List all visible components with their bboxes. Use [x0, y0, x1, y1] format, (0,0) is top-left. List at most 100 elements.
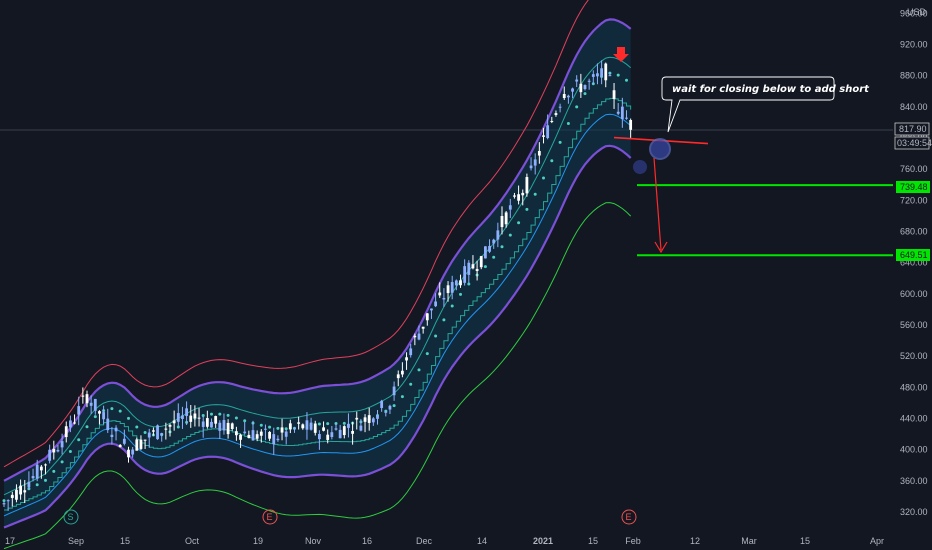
- candle-body: [147, 432, 151, 438]
- candle-body: [56, 449, 60, 452]
- trend-dot: [417, 368, 421, 372]
- candle-body: [2, 503, 6, 505]
- candle-body: [264, 428, 267, 430]
- candle-body: [591, 74, 595, 77]
- x-tick-label: 15: [120, 536, 130, 546]
- trend-dot: [259, 423, 263, 427]
- candle-body: [612, 90, 616, 99]
- band-fill: [4, 19, 631, 528]
- x-tick-label: Dec: [416, 536, 433, 546]
- trend-dot: [127, 416, 130, 420]
- trend-dot: [143, 430, 147, 434]
- candle-body: [139, 439, 143, 449]
- x-tick-label: 19: [253, 536, 263, 546]
- candle-body: [276, 438, 280, 441]
- x-tick-label: 15: [800, 536, 810, 546]
- candle-body: [81, 395, 85, 397]
- x-tick-label: 12: [690, 536, 700, 546]
- candle-body: [69, 420, 72, 428]
- candle-body: [359, 425, 363, 431]
- candle-body: [268, 431, 271, 439]
- candle-body: [396, 374, 400, 379]
- candle-body: [355, 417, 359, 420]
- candle-body: [517, 194, 520, 201]
- candle-body: [546, 125, 550, 139]
- candle-body: [575, 79, 579, 82]
- candle-body: [255, 434, 259, 439]
- outer-lower-band: [3, 202, 632, 550]
- candle-body: [380, 400, 384, 408]
- candle-body: [542, 135, 545, 137]
- candle-body: [122, 438, 126, 444]
- annotation-text: wait for closing below to add short: [672, 84, 870, 95]
- y-tick-label: 360.00: [900, 476, 928, 486]
- upper-band: [3, 18, 632, 482]
- y-tick-label: 640.00: [900, 258, 928, 268]
- x-tick-label: 14: [477, 536, 487, 546]
- candle-body: [230, 423, 234, 429]
- candle-body: [571, 88, 574, 92]
- candle-body: [438, 292, 442, 296]
- touch-circle-1: [649, 138, 671, 160]
- candle-body: [313, 423, 317, 433]
- candle-body: [118, 444, 122, 448]
- candle-body: [85, 394, 89, 404]
- candle-body: [467, 262, 471, 275]
- candle-body: [172, 420, 176, 424]
- lower-band: [3, 144, 632, 529]
- candle-body: [205, 418, 209, 427]
- trend-dot: [2, 499, 6, 503]
- event-marker-e2[interactable]: E: [621, 509, 637, 525]
- time-axis[interactable]: 17 Sep 15 Oct 19 Nov 16 Dec 14 2021 15 Feb 12 Mar 15 Ap…: [5, 536, 884, 546]
- trend-dot: [243, 419, 247, 423]
- candle-body: [31, 476, 35, 479]
- candle-body: [533, 159, 537, 166]
- candle-body: [305, 420, 309, 430]
- candle-body: [604, 63, 608, 81]
- trend-dot: [234, 416, 238, 420]
- candle-body: [463, 266, 467, 283]
- trend-dot: [110, 407, 114, 411]
- candle-body: [500, 216, 504, 228]
- trend-dot: [68, 449, 72, 453]
- candle-body: [351, 430, 354, 434]
- trend-dot: [500, 245, 504, 249]
- trend-dot: [118, 409, 122, 413]
- candle-body: [93, 398, 97, 411]
- trend-dot: [342, 421, 346, 425]
- candle-body: [600, 68, 603, 77]
- currency-label: USD: [907, 7, 927, 17]
- trend-dot: [616, 73, 620, 77]
- candle-body: [521, 192, 525, 196]
- y-tick-label: 720.00: [900, 195, 928, 205]
- candle-body: [135, 439, 139, 451]
- event-marker-s[interactable]: S: [63, 509, 79, 525]
- trend-dot: [483, 265, 487, 269]
- x-tick-label: Sep: [68, 536, 84, 546]
- candle-body: [388, 405, 392, 410]
- candle-body: [326, 434, 330, 440]
- candle-body: [44, 464, 47, 466]
- candle-body: [425, 313, 429, 321]
- trend-dot: [625, 78, 628, 82]
- trend-dot: [218, 412, 222, 416]
- candle-body: [143, 439, 147, 441]
- y-tick-label: 520.00: [900, 351, 928, 361]
- candle-body: [152, 430, 155, 432]
- current-price-tag: 817.90 03:49:54: [894, 122, 932, 150]
- candle-body: [471, 264, 475, 269]
- trend-dot: [558, 140, 562, 144]
- trend-dot: [542, 176, 545, 180]
- event-marker-e1[interactable]: E: [262, 509, 278, 525]
- candle-body: [446, 285, 450, 294]
- candle-body: [459, 280, 462, 286]
- annotation-callout[interactable]: wait for closing below to add short: [661, 76, 870, 133]
- trend-dot: [35, 483, 39, 487]
- drawing-annotations: [613, 47, 893, 257]
- candle-body: [201, 421, 205, 427]
- trend-dot: [566, 122, 570, 126]
- y-tick-label: 920.00: [900, 40, 928, 50]
- candle-body: [6, 500, 10, 502]
- event-marker-s-label: S: [68, 512, 74, 522]
